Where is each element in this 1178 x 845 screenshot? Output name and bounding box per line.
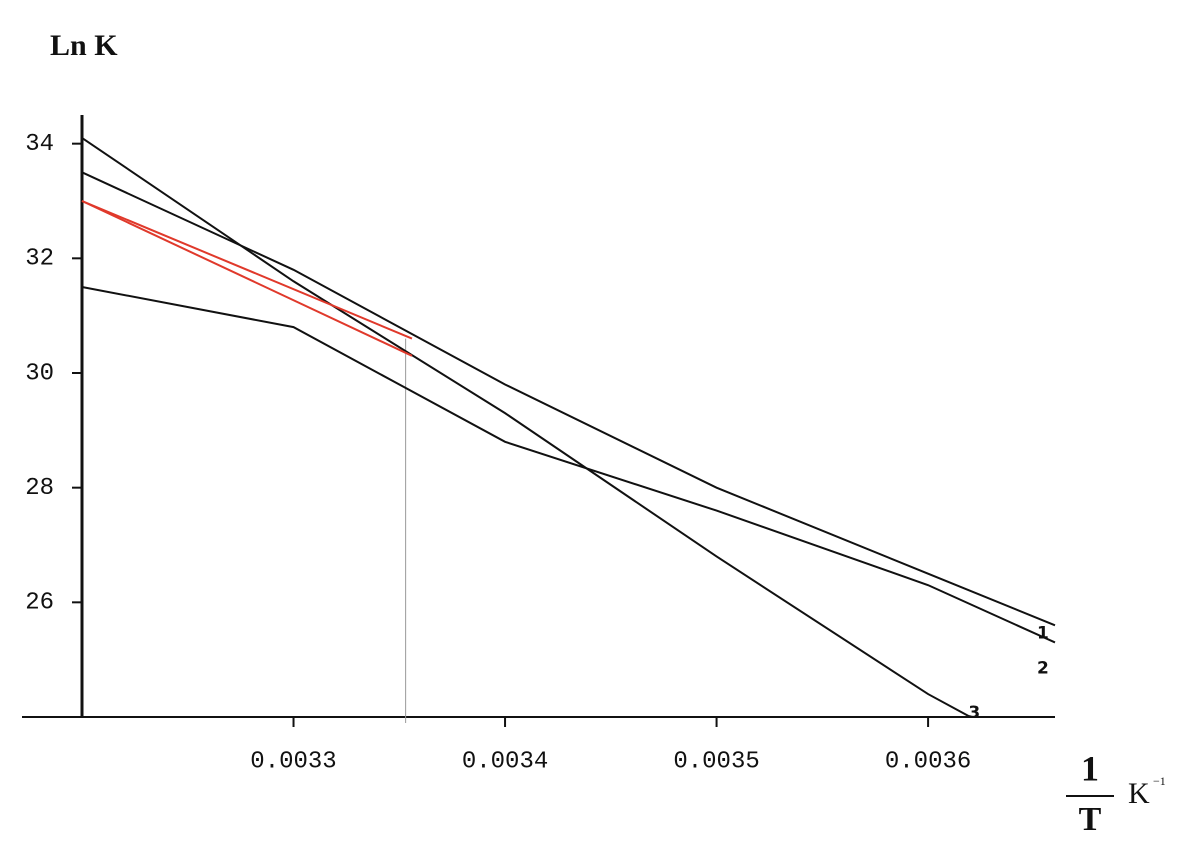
x-tick-label: 0.0033 [250,748,336,775]
y-tick-label: 32 [25,246,54,273]
y-tick-label: 34 [25,131,54,158]
x-label-unit-power: −1 [1153,774,1166,788]
x-label-unit: K [1128,777,1150,810]
series-line [81,171,1056,627]
y-tick-label: 30 [25,360,54,387]
y-tick-label: 28 [25,475,54,502]
chart-title: Ln K [50,29,118,62]
series-label: 2 [1037,658,1049,678]
series-line [81,200,413,357]
x-tick-label: 0.0035 [673,748,759,775]
x-label-numerator: 1 [1081,748,1099,788]
x-tick-label: 0.0036 [885,748,971,775]
series-line [81,137,971,718]
series-line [81,200,413,340]
x-label-denominator: T [1079,801,1102,838]
series-label: 3 [968,703,980,723]
y-tick-label: 26 [25,590,54,617]
series-line [81,286,1056,644]
series-label: 1 [1037,623,1049,643]
x-tick-label: 0.0034 [462,748,548,775]
